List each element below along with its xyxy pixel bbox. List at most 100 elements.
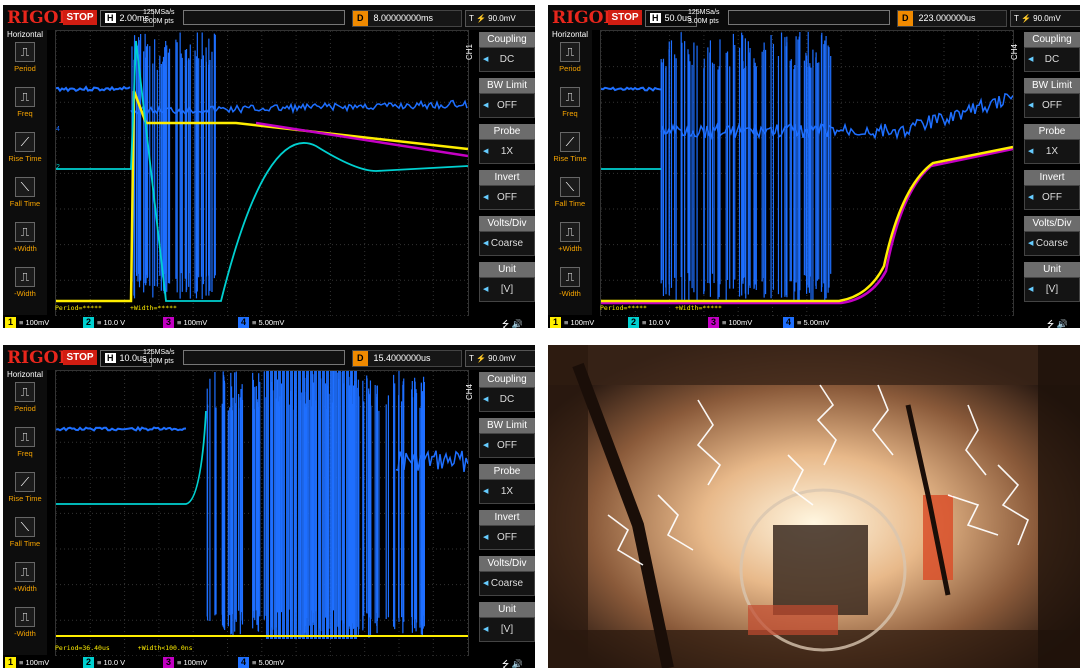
run-stop-indicator[interactable]: STOP (63, 350, 97, 365)
measure-item-negative-width[interactable]: ⎍ -Width (3, 607, 47, 647)
timebase-readout[interactable]: H 10.0us (100, 350, 152, 367)
setting-bw-limit[interactable]: BW Limit ◀ OFF (479, 78, 535, 118)
channel-1-scale[interactable]: 1 ≡ 100mV (5, 317, 49, 328)
measure-item-label: -Width (14, 289, 36, 298)
top-status-bar: RIGOL STOP H 50.0us 125MSa/s 3.00M pts D 223.00… (548, 5, 1080, 30)
noise-band (330, 371, 333, 639)
channel-1-scale[interactable]: 1 ≡ 100mV (5, 657, 49, 668)
channel-label: CH4 (465, 384, 474, 401)
measure-item-frequency[interactable]: ⎍ Freq (3, 427, 47, 467)
delay-readout[interactable]: D 223.000000us (897, 10, 1007, 27)
setting-probe[interactable]: Probe ◀ 1X (479, 464, 535, 504)
measure-item-positive-width[interactable]: ⎍ +Width (3, 222, 47, 262)
setting-unit[interactable]: Unit ◀ [V] (479, 602, 535, 642)
channel-scale-value: 100mV (25, 318, 50, 327)
trigger-readout[interactable]: T ⚡ 90.0mV (1010, 10, 1080, 27)
setting-unit[interactable]: Unit ◀ [V] (1024, 262, 1080, 302)
timebase-readout[interactable]: H 50.0us (645, 10, 697, 27)
ch4-trace (56, 85, 131, 93)
setting-coupling[interactable]: Coupling ◀ DC (479, 32, 535, 72)
timebase-value: 2.00ms (119, 13, 150, 23)
measure-item-label: +Width (558, 244, 582, 253)
run-stop-indicator[interactable]: STOP (63, 10, 97, 25)
measure-item-positive-width[interactable]: ⎍ +Width (548, 222, 592, 262)
channel-4-scale[interactable]: 4 ≡ 5.00mV (783, 317, 829, 328)
channel-4-scale[interactable]: 4 ≡ 5.00mV (238, 317, 284, 328)
measure-item-fall-time[interactable]: ⟍ Fall Time (3, 177, 47, 217)
channel-2-scale[interactable]: 2 ≡ 10.0 V (628, 317, 670, 328)
channel-1-scale[interactable]: 1 ≡ 100mV (550, 317, 594, 328)
memory-overview-strip[interactable] (728, 10, 890, 25)
channel-scale-value: 100mV (183, 318, 208, 327)
measure-item-fall-time[interactable]: ⟍ Fall Time (548, 177, 592, 217)
memory-overview-strip[interactable] (183, 350, 345, 365)
setting-unit[interactable]: Unit ◀ [V] (479, 262, 535, 302)
channel-label: CH4 (1010, 44, 1019, 61)
setting-probe[interactable]: Probe ◀ 1X (479, 124, 535, 164)
setting-value: ◀ OFF (479, 93, 535, 118)
channel-4-scale[interactable]: 4 ≡ 5.00mV (238, 657, 284, 668)
measure-item-frequency[interactable]: ⎍ Freq (3, 87, 47, 127)
top-status-bar: RIGOL STOP H 2.00ms 125MSa/s 3.00M pts D 8.0000… (3, 5, 535, 30)
measure-item-period[interactable]: ⎍ Period (3, 42, 47, 82)
period-icon: ⎍ (560, 42, 580, 62)
period-measurement: Period=***** (55, 304, 102, 312)
delay-readout[interactable]: D 8.00000000ms (352, 10, 462, 27)
ch4-trace (56, 425, 187, 432)
measure-item-frequency[interactable]: ⎍ Freq (548, 87, 592, 127)
arrow-left-icon: ◀ (483, 534, 489, 541)
measure-item-rise-time[interactable]: ⟋ Rise Time (3, 472, 47, 512)
noise-band (314, 371, 317, 639)
delay-readout[interactable]: D 15.4000000us (352, 350, 462, 367)
channel-bar: 1 ≡ 100mV 2 ≡ 10.0 V 3 ≡ 100mV 4 ≡ 5.00mV ⭍ 🔊 (3, 656, 535, 668)
setting-volts-div[interactable]: Volts/Div ◀ Coarse (479, 216, 535, 256)
setting-invert[interactable]: Invert ◀ OFF (479, 170, 535, 210)
setting-invert[interactable]: Invert ◀ OFF (1024, 170, 1080, 210)
measure-item-rise-time[interactable]: ⟋ Rise Time (548, 132, 592, 172)
run-stop-indicator[interactable]: STOP (608, 10, 642, 25)
channel-3-scale[interactable]: 3 ≡ 100mV (708, 317, 752, 328)
setting-invert[interactable]: Invert ◀ OFF (479, 510, 535, 550)
measure-item-period[interactable]: ⎍ Period (3, 382, 47, 422)
measure-item-rise-time[interactable]: ⟋ Rise Time (3, 132, 47, 172)
timebase-readout[interactable]: H 2.00ms (100, 10, 155, 27)
measure-item-period[interactable]: ⎍ Period (548, 42, 592, 82)
measurement-readout: Period=36.40us +Width<100.0ns (55, 644, 221, 652)
trigger-readout[interactable]: T ⚡ 90.0mV (465, 350, 535, 367)
measure-item-label: -Width (14, 629, 36, 638)
channel-number: 1 (5, 657, 16, 668)
channel-2-scale[interactable]: 2 ≡ 10.0 V (83, 657, 125, 668)
setting-volts-div[interactable]: Volts/Div ◀ Coarse (1024, 216, 1080, 256)
setting-value: ◀ Coarse (479, 571, 535, 596)
measure-item-negative-width[interactable]: ⎍ -Width (548, 267, 592, 307)
ch4-marker: 4 (56, 126, 60, 133)
setting-title: Probe (479, 464, 535, 479)
channel-2-scale[interactable]: 2 ≡ 10.0 V (83, 317, 125, 328)
arrow-left-icon: ◀ (483, 442, 489, 449)
setting-value: ◀ OFF (479, 433, 535, 458)
waveform-display[interactable] (600, 30, 1014, 317)
setting-probe[interactable]: Probe ◀ 1X (1024, 124, 1080, 164)
usb-icon: ⭍ 🔊 (501, 659, 523, 668)
channel-3-scale[interactable]: 3 ≡ 100mV (163, 657, 207, 668)
memory-overview-strip[interactable] (183, 10, 345, 25)
measure-item-fall-time[interactable]: ⟍ Fall Time (3, 517, 47, 557)
setting-coupling[interactable]: Coupling ◀ DC (479, 372, 535, 412)
ch2-marker: 2 (56, 164, 60, 171)
setting-coupling[interactable]: Coupling ◀ DC (1024, 32, 1080, 72)
waveform-display[interactable] (55, 370, 469, 657)
measure-item-positive-width[interactable]: ⎍ +Width (3, 562, 47, 602)
period-icon: ⎍ (15, 42, 35, 62)
channel-bar: 1 ≡ 100mV 2 ≡ 10.0 V 3 ≡ 100mV 4 ≡ 5.00mV ⭍ 🔊 (3, 316, 535, 328)
trigger-readout[interactable]: T ⚡ 90.0mV (465, 10, 535, 27)
measure-item-negative-width[interactable]: ⎍ -Width (3, 267, 47, 307)
setting-volts-div[interactable]: Volts/Div ◀ Coarse (479, 556, 535, 596)
setting-bw-limit[interactable]: BW Limit ◀ OFF (1024, 78, 1080, 118)
ch4-trace (601, 86, 662, 92)
setting-bw-limit[interactable]: BW Limit ◀ OFF (479, 418, 535, 458)
channel-3-scale[interactable]: 3 ≡ 100mV (163, 317, 207, 328)
period-icon: ⎍ (15, 382, 35, 402)
ch3-trace (601, 147, 1013, 305)
setting-value: ◀ OFF (479, 525, 535, 550)
